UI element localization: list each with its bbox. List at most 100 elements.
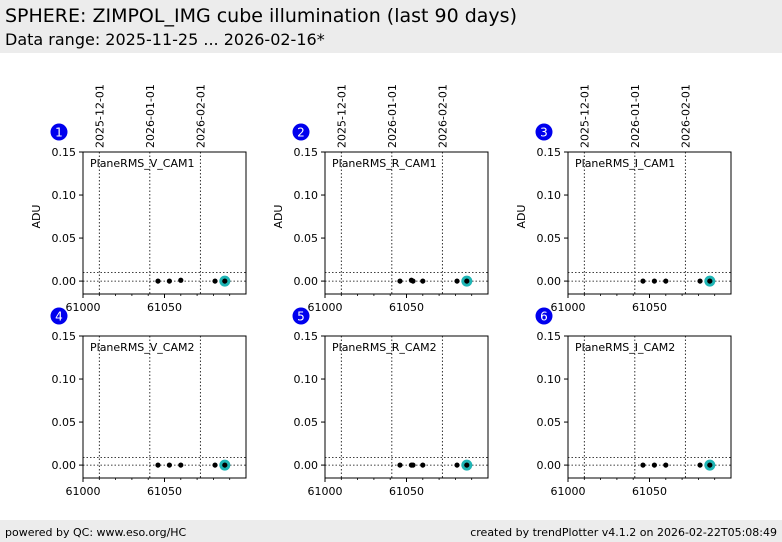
- plot-number-badge: [292, 307, 310, 325]
- y-tick-label: 0.15: [294, 146, 319, 159]
- plot-number-badge: [50, 307, 68, 325]
- footer-credit: powered by QC: www.eso.org/HC: [5, 526, 187, 539]
- plot-number: 5: [297, 310, 305, 324]
- y-tick-label: 0.15: [537, 146, 562, 159]
- plot-number: 2: [297, 126, 305, 140]
- date-tick-label: 2026-01-01: [386, 84, 399, 148]
- series-label: PlaneRMS_V_CAM2: [90, 341, 195, 354]
- y-tick-label: 0.00: [294, 275, 319, 288]
- date-tick-label: 2025-12-01: [578, 84, 591, 148]
- data-point: [212, 462, 218, 468]
- plot-number: 6: [540, 310, 548, 324]
- data-point: [697, 462, 703, 468]
- data-point: [397, 462, 403, 468]
- y-tick-label: 0.00: [294, 459, 319, 472]
- data-point: [464, 462, 470, 468]
- data-point: [420, 278, 426, 284]
- page-title: SPHERE: ZIMPOL_IMG cube illumination (la…: [5, 5, 517, 27]
- y-tick-label: 0.05: [537, 416, 562, 429]
- date-tick-label: 2026-01-01: [144, 84, 157, 148]
- data-point: [707, 278, 713, 284]
- data-point: [155, 462, 161, 468]
- x-tick-label: 61050: [389, 485, 424, 498]
- plot-number: 4: [55, 310, 63, 324]
- data-point: [212, 278, 218, 284]
- y-tick-label: 0.15: [52, 330, 77, 343]
- subplot-1: 2025-12-01 2026-01-01 2026-02-01 0.00 0.05 0.…: [30, 84, 247, 314]
- y-tick-label: 0.10: [52, 373, 77, 386]
- x-tick-label: 61050: [147, 301, 182, 314]
- y-tick-label: 0.10: [294, 189, 319, 202]
- y-tick-label: 0.00: [537, 459, 562, 472]
- y-tick-label: 0.00: [52, 275, 77, 288]
- data-point: [663, 278, 669, 284]
- x-tick-label: 61050: [632, 301, 667, 314]
- x-tick-label: 61000: [551, 301, 586, 314]
- data-point: [640, 278, 646, 284]
- date-tick-label: 2026-02-01: [436, 84, 449, 148]
- data-point: [397, 278, 403, 284]
- y-tick-label: 0.10: [537, 189, 562, 202]
- series-label: PlaneRMS_I_CAM2: [575, 341, 675, 354]
- y-tick-label: 0.05: [537, 232, 562, 245]
- y-tick-label: 0.10: [52, 189, 77, 202]
- data-point: [222, 462, 228, 468]
- y-tick-label: 0.15: [294, 330, 319, 343]
- data-point: [697, 278, 703, 284]
- date-tick-label: 2026-02-01: [679, 84, 692, 148]
- y-tick-label: 0.15: [537, 330, 562, 343]
- series-label: PlaneRMS_R_CAM1: [332, 157, 437, 170]
- subplot-3: 2025-12-01 2026-01-01 2026-02-01 0.00 0.05 0.…: [515, 84, 732, 314]
- x-tick-label: 61000: [66, 301, 101, 314]
- subplot-6: 0.00 0.05 0.10 0.15 61000 61050 PlaneRMS_I_CAM…: [535, 307, 732, 498]
- data-point: [420, 462, 426, 468]
- x-tick-label: 61000: [308, 485, 343, 498]
- axes-frame: [567, 335, 732, 479]
- y-axis-label: ADU: [272, 205, 285, 229]
- data-point: [454, 278, 460, 284]
- data-point: [166, 462, 172, 468]
- x-tick-label: 61000: [66, 485, 101, 498]
- subplot-5: 0.00 0.05 0.10 0.15 61000 61050 PlaneRMS_R_CAM…: [292, 307, 489, 498]
- y-tick-label: 0.05: [52, 232, 77, 245]
- footer-band: powered by QC: www.eso.org/HC created by…: [0, 520, 782, 542]
- x-tick-label: 61000: [551, 485, 586, 498]
- data-point: [707, 462, 713, 468]
- page-subtitle: Data range: 2025-11-25 ... 2026-02-16*: [5, 30, 325, 49]
- plot-number-badge: [50, 123, 68, 141]
- plot-number-badge: [535, 123, 553, 141]
- date-tick-label: 2026-01-01: [629, 84, 642, 148]
- plot-number: 1: [55, 126, 63, 140]
- subplot-4: 0.00 0.05 0.10 0.15 61000 61050 PlaneRMS_V_CAM…: [50, 307, 247, 498]
- y-tick-label: 0.05: [52, 416, 77, 429]
- plot-number: 3: [540, 126, 548, 140]
- series-label: PlaneRMS_R_CAM2: [332, 341, 437, 354]
- y-tick-label: 0.00: [52, 459, 77, 472]
- date-tick-label: 2025-12-01: [93, 84, 106, 148]
- x-tick-label: 61050: [147, 485, 182, 498]
- axes-frame: [324, 335, 489, 479]
- subplot-2: 2025-12-01 2026-01-01 2026-02-01 0.00 0.05 0.…: [272, 84, 489, 314]
- series-label: PlaneRMS_I_CAM1: [575, 157, 675, 170]
- y-tick-label: 0.00: [537, 275, 562, 288]
- data-point: [651, 462, 657, 468]
- data-point: [410, 462, 416, 468]
- data-point: [155, 278, 161, 284]
- data-point: [663, 462, 669, 468]
- data-point: [464, 278, 470, 284]
- header-band: SPHERE: ZIMPOL_IMG cube illumination (la…: [0, 0, 782, 53]
- x-tick-label: 61000: [308, 301, 343, 314]
- y-axis-label: ADU: [515, 205, 528, 229]
- date-tick-label: 2026-02-01: [194, 84, 207, 148]
- y-tick-label: 0.05: [294, 232, 319, 245]
- plot-number-badge: [535, 307, 553, 325]
- data-point: [640, 462, 646, 468]
- axes-frame: [82, 335, 247, 479]
- data-point: [410, 278, 416, 284]
- y-tick-label: 0.05: [294, 416, 319, 429]
- y-tick-label: 0.10: [294, 373, 319, 386]
- data-point: [222, 278, 228, 284]
- y-tick-label: 0.10: [537, 373, 562, 386]
- footer-generator: created by trendPlotter v4.1.2 on 2026-0…: [470, 526, 777, 539]
